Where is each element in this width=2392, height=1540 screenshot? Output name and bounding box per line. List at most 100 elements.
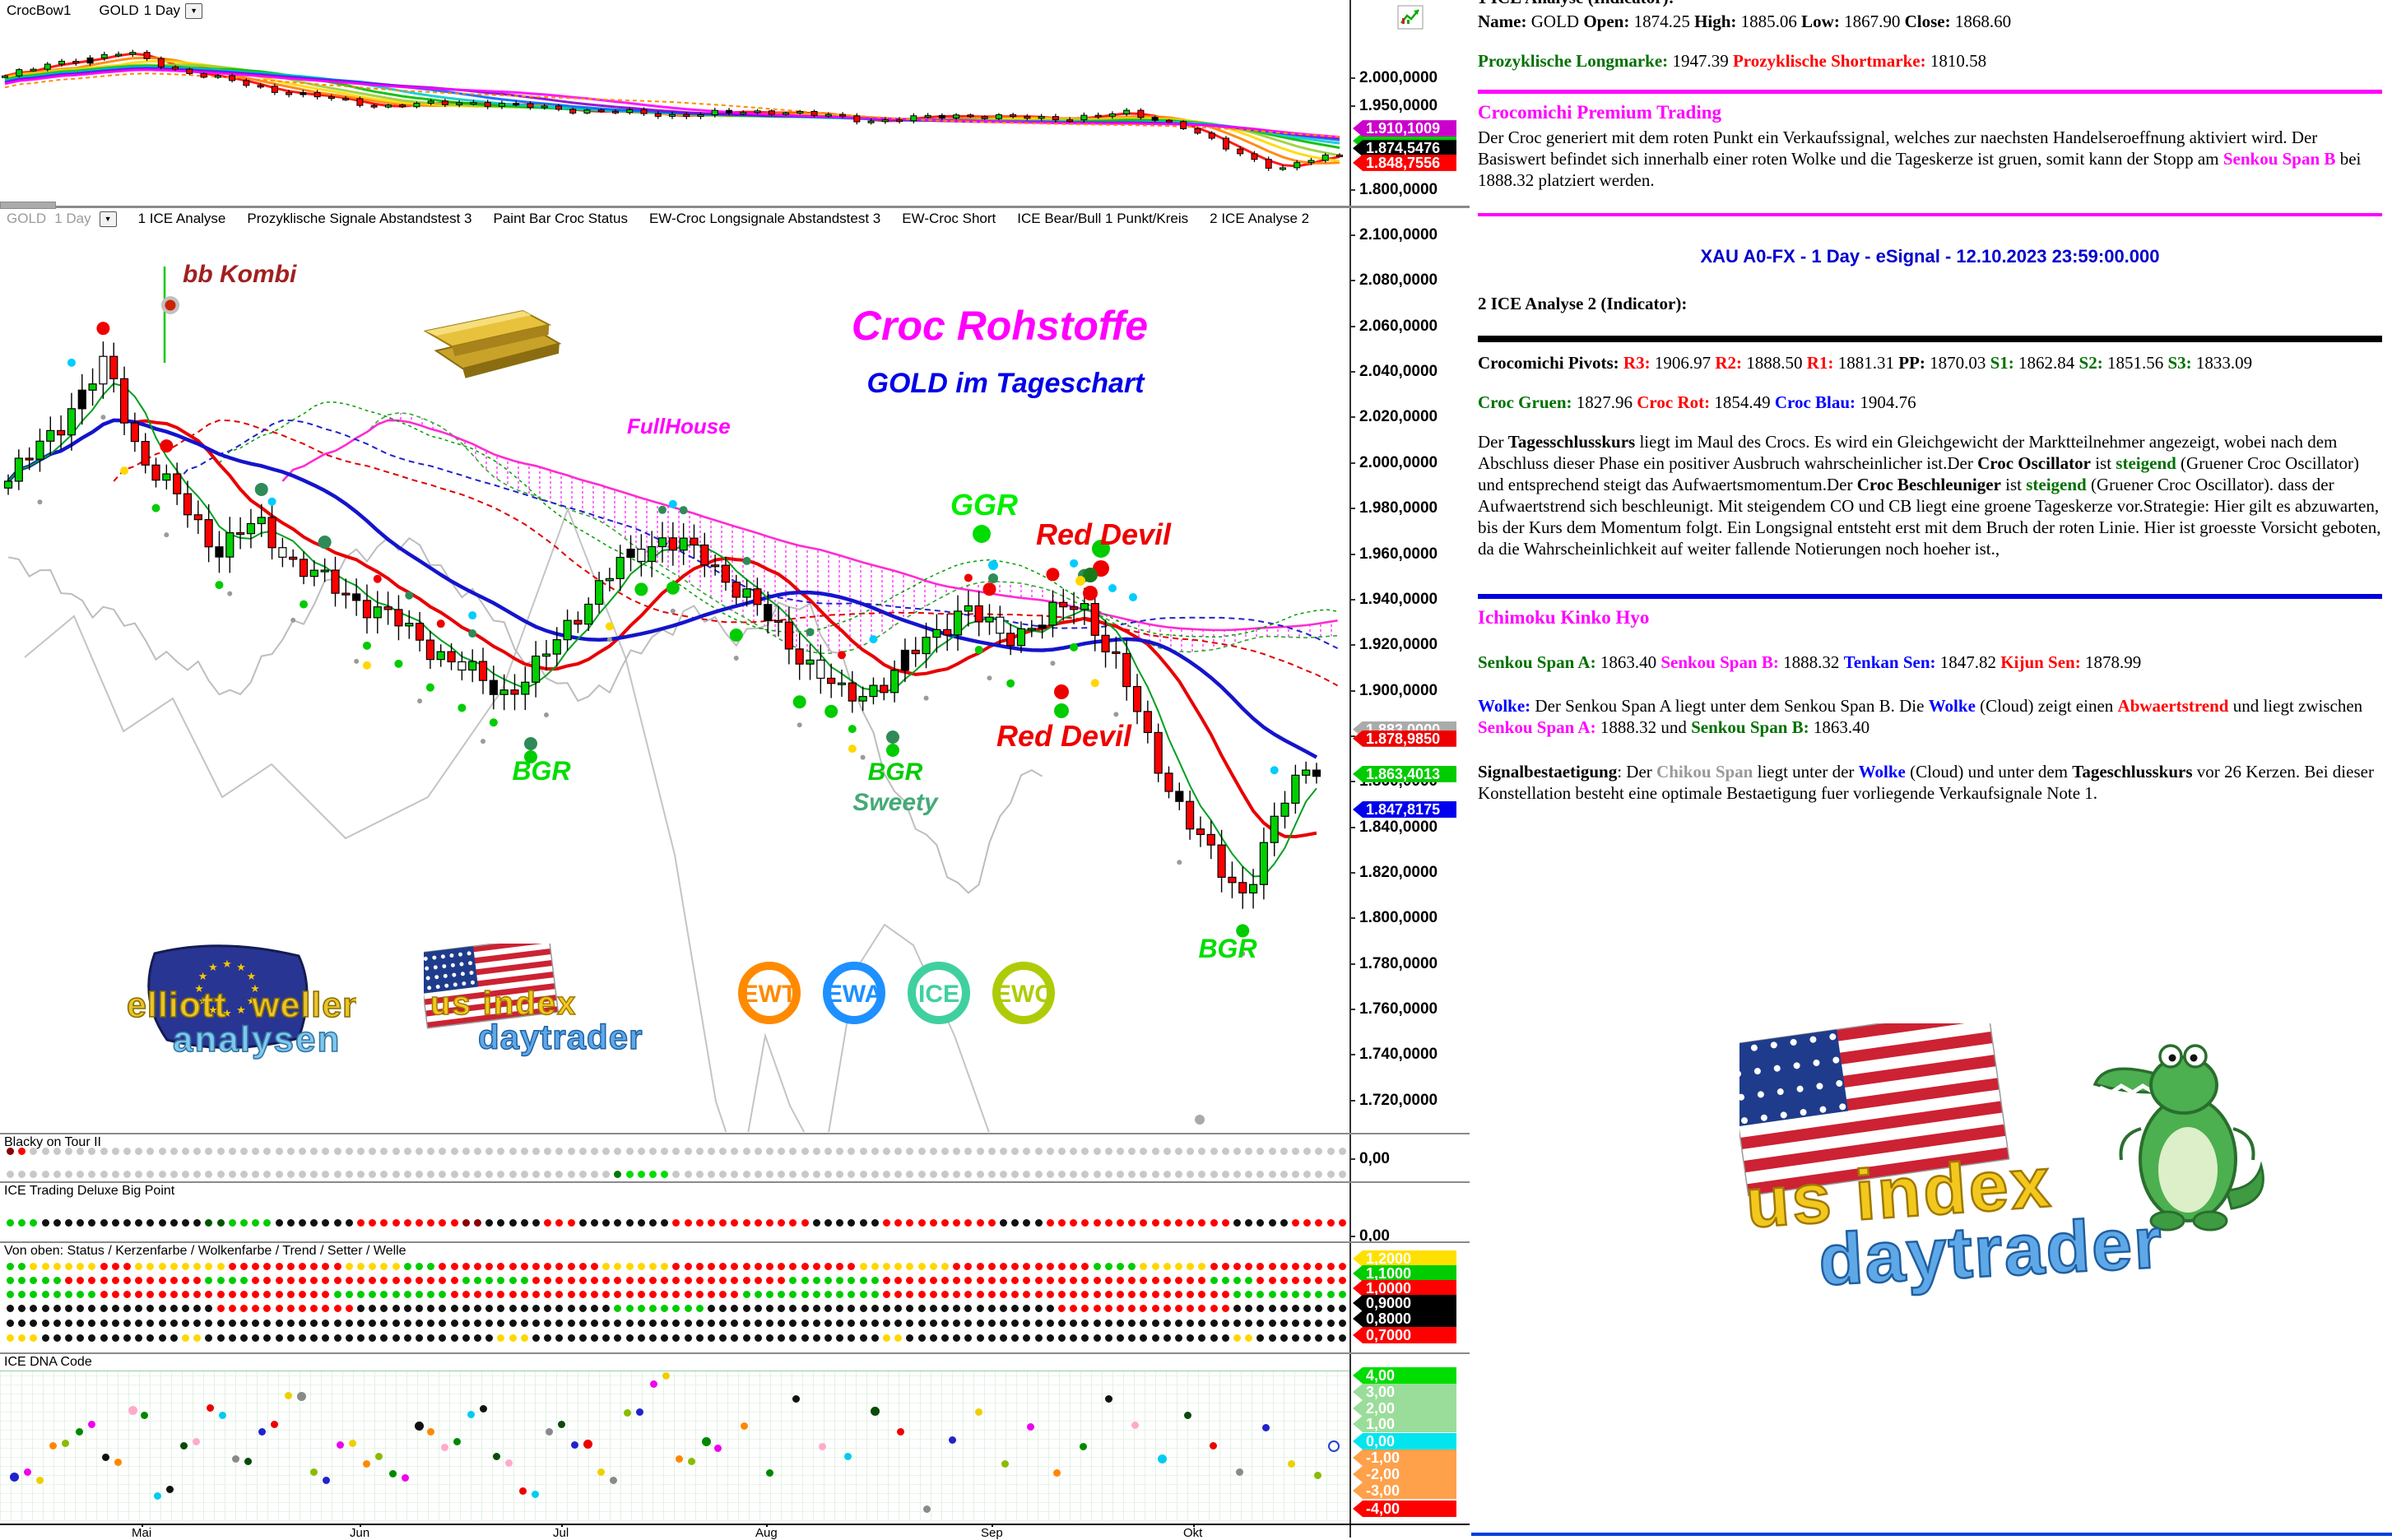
price-tick-label: 1.840,0000 xyxy=(1349,818,1438,836)
chart-annotation: Red Devil xyxy=(1035,517,1172,551)
chart-annotation: BGR xyxy=(512,756,571,786)
ohlc-line: Name: GOLD Open: 1874.25 High: 1885.06 L… xyxy=(1478,12,2012,31)
price-tick-label: 1.940,0000 xyxy=(1349,590,1438,608)
svg-text:★: ★ xyxy=(236,961,246,973)
chart-annotation: GOLD im Tageschart xyxy=(866,368,1145,399)
price-tick-label: 0,00 xyxy=(1349,1150,1390,1167)
toolbar-indicator-item[interactable]: Prozyklische Signale Abstandstest 3 xyxy=(247,211,472,226)
price-tick-label: 1.980,0000 xyxy=(1349,499,1438,517)
clipped-line: 1 ICE Analyse (Indicator): xyxy=(1478,0,2382,9)
interval-label: 1 Day xyxy=(54,211,91,226)
price-flag: 3,00 xyxy=(1353,1384,1456,1400)
price-tick-label: 2.040,0000 xyxy=(1349,363,1438,381)
chart-annotation: BGR xyxy=(1198,934,1257,963)
price-tick-label: 1.960,0000 xyxy=(1349,545,1438,563)
svg-text:elliott: elliott xyxy=(127,986,227,1025)
price-tick-label: 0,00 xyxy=(1349,1227,1390,1245)
price-flag: 0,7000 xyxy=(1353,1327,1456,1343)
price-flag: 2,00 xyxy=(1353,1400,1456,1417)
price-flag: 4,00 xyxy=(1353,1367,1456,1384)
price-flag: -1,00 xyxy=(1353,1450,1456,1466)
panel-ice-dna-code: ICE DNA Code xyxy=(0,1354,1349,1524)
svg-text:analysen: analysen xyxy=(173,1019,341,1060)
interval-dropdown-button[interactable]: ▼ xyxy=(185,2,203,19)
indicator-tabs: 1 ICE Analyse Prozyklische Signale Abstan… xyxy=(138,211,1310,227)
price-tick-label: 1.950,0000 xyxy=(1349,97,1438,114)
symbol-header-line: XAU A0-FX - 1 Day - eSignal - 12.10.2023… xyxy=(1700,246,2160,267)
price-flag: 1.874,5476 xyxy=(1353,140,1456,157)
us-index-daytrader-logo-large: us index daytrader xyxy=(1739,1023,2264,1299)
pane-title: CrocBow1 xyxy=(7,2,72,18)
toolbar-indicator-item[interactable]: EW-Croc Short xyxy=(902,211,996,226)
svg-text:EWT: EWT xyxy=(742,981,797,1008)
senkou-line: Senkou Span A: 1863.40 Senkou Span B: 18… xyxy=(1478,652,2142,672)
axis-month-label: Sep xyxy=(981,1524,1003,1540)
chart-annotation: BGR xyxy=(867,758,923,786)
panel-blacky-on-tour: Blacky on Tour II xyxy=(0,1134,1349,1181)
price-flag: -4,00 xyxy=(1353,1501,1456,1517)
axis-month-label: Aug xyxy=(755,1524,778,1540)
toolbar-indicator-item[interactable]: Paint Bar Croc Status xyxy=(493,211,628,226)
axis-month-label: Okt xyxy=(1183,1524,1203,1540)
price-flag: -2,00 xyxy=(1353,1466,1456,1482)
price-flag: 1.878,9850 xyxy=(1353,730,1456,747)
toolbar-indicator-item[interactable]: 1 ICE Analyse xyxy=(137,211,226,226)
panel-label: ICE Trading Deluxe Big Point xyxy=(4,1184,175,1198)
mini-chart-icon[interactable] xyxy=(1397,5,1424,30)
panel-label: ICE DNA Code xyxy=(4,1355,92,1369)
main-chart-plot: bb Kombi Croc Rohstoffe GOLD im Tageschart… xyxy=(0,230,1349,1132)
svg-text:★: ★ xyxy=(198,995,208,1007)
mini-chart-canvas[interactable] xyxy=(0,21,1349,206)
premium-paragraph: Der Croc generiert mit dem roten Punkt e… xyxy=(1478,128,2362,190)
panel-ice-trading-deluxe: ICE Trading Deluxe Big Point xyxy=(0,1183,1349,1241)
price-flag: -3,00 xyxy=(1353,1482,1456,1499)
symbol-label: GOLD xyxy=(99,2,139,18)
price-tick-label: 1.720,0000 xyxy=(1349,1091,1438,1109)
ichimoku-heading: Ichimoku Kinko Hyo xyxy=(1478,607,1650,628)
price-tick-label: 1.740,0000 xyxy=(1349,1046,1438,1064)
svg-text:daytrader: daytrader xyxy=(1817,1201,2166,1299)
price-flag: 1.863,4013 xyxy=(1353,765,1456,782)
price-scale-column[interactable]: 2.000,0000 1.950,0000 1.800,0000 1.910,1009… xyxy=(1349,0,1471,1538)
toolbar-indicator-item[interactable]: EW-Croc Longsignale Abstandstest 3 xyxy=(648,211,881,226)
signal-paragraph: Signalbestaetigung: Der Chikou Span lieg… xyxy=(1478,762,2374,803)
price-tick-label: 1.920,0000 xyxy=(1349,636,1438,654)
elliott-wellen-analysen-logo: ★★★★★★★★★ ★ ★★ elliott wellen analysen xyxy=(126,944,356,1060)
axis-month-label: Jun xyxy=(350,1524,370,1540)
dna-dot-field xyxy=(0,1371,1349,1521)
toolbar-indicator-item[interactable]: 2 ICE Analyse 2 xyxy=(1210,211,1310,226)
svg-text:★: ★ xyxy=(222,1007,232,1019)
svg-text:★: ★ xyxy=(194,982,204,995)
price-flag: 1,00 xyxy=(1353,1416,1456,1432)
svg-text:EWA: EWA xyxy=(826,981,882,1008)
price-flag: 1.848,7556 xyxy=(1353,154,1456,171)
indicator-title: 2 ICE Analyse 2 (Indicator): xyxy=(1478,294,1688,313)
gold-bars-image xyxy=(423,309,562,378)
axis-month-label: Mai xyxy=(132,1524,152,1540)
panel-von-oben: Von oben: Status / Kerzenfarbe / Wolkenf… xyxy=(0,1243,1349,1352)
price-flag: 1,0000 xyxy=(1353,1280,1456,1296)
mini-chart-header: CrocBow1 GOLD 1 Day ▼ xyxy=(0,0,203,21)
axis-month-label: Jul xyxy=(553,1524,569,1540)
price-flag: 1,1000 xyxy=(1353,1265,1456,1282)
panel-label: Blacky on Tour II xyxy=(4,1135,101,1149)
svg-text:us index: us index xyxy=(430,986,577,1022)
chart-annotation: bb Kombi xyxy=(183,261,297,288)
price-tick-label: 2.060,0000 xyxy=(1349,317,1438,335)
time-axis: Mai Jun Jul Aug Sep Okt xyxy=(0,1524,1470,1540)
price-flag: 1.910,1009 xyxy=(1353,120,1456,137)
interval-dropdown-button[interactable]: ▼ xyxy=(99,211,117,227)
badge-ice: ICE xyxy=(908,962,970,1024)
price-tick-label: 2.100,0000 xyxy=(1349,226,1438,244)
badge-ewa: EWA xyxy=(823,962,885,1024)
svg-text:wellen: wellen xyxy=(251,986,356,1025)
main-chart-canvas[interactable] xyxy=(0,230,1349,1132)
magenta-rule xyxy=(1478,213,2382,216)
premium-heading: Crocomichi Premium Trading xyxy=(1478,102,1722,123)
toolbar-indicator-item[interactable]: ICE Bear/Bull 1 Punkt/Kreis xyxy=(1017,211,1189,226)
panel-label: Von oben: Status / Kerzenfarbe / Wolkenf… xyxy=(4,1244,406,1258)
svg-text:ICE: ICE xyxy=(918,981,959,1008)
svg-text:★: ★ xyxy=(208,961,218,973)
pane-splitter[interactable] xyxy=(0,202,56,209)
crocodile-mascot xyxy=(2092,1044,2264,1232)
